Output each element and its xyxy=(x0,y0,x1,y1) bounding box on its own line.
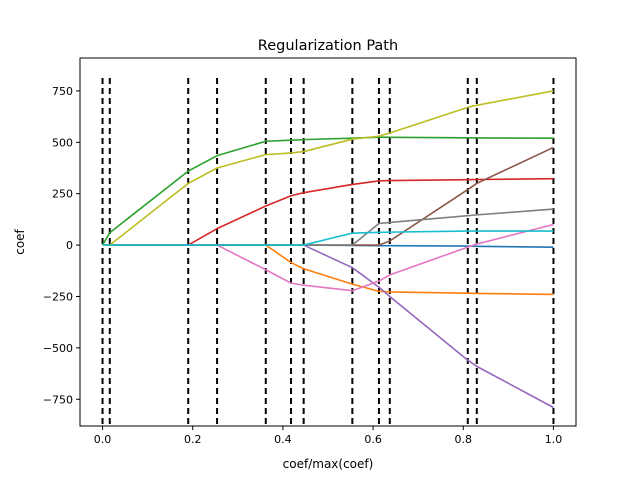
coef-path-line xyxy=(102,90,554,246)
plot-area: 0.0 0.2 0.4 0.6 0.8 1.0 750 500 250 0 −250 −500 −750 xyxy=(43,57,577,446)
x-axis-label: coef/max(coef) xyxy=(283,457,374,471)
x-tick-label: 0.0 xyxy=(94,433,112,446)
y-tick-label: −250 xyxy=(43,290,73,303)
x-tick-label: 0.2 xyxy=(184,433,202,446)
coef-path-line xyxy=(102,230,554,246)
y-tick-label: 250 xyxy=(52,188,73,201)
chart-title: Regularization Path xyxy=(258,38,398,54)
x-tick-label: 0.8 xyxy=(455,433,473,446)
x-tick-label: 0.4 xyxy=(274,433,292,446)
y-tick-label: −750 xyxy=(43,393,73,406)
axes-frame xyxy=(79,57,577,427)
y-tick-label: 750 xyxy=(52,85,73,98)
coef-path-line xyxy=(101,136,554,246)
y-tick-label: 0 xyxy=(66,239,73,252)
y-tick-label: 500 xyxy=(52,136,73,149)
x-tick-label: 0.6 xyxy=(364,433,382,446)
y-tick-label: −500 xyxy=(43,342,73,355)
y-axis-label: coef xyxy=(13,228,27,254)
x-tick-label: 1.0 xyxy=(545,433,563,446)
